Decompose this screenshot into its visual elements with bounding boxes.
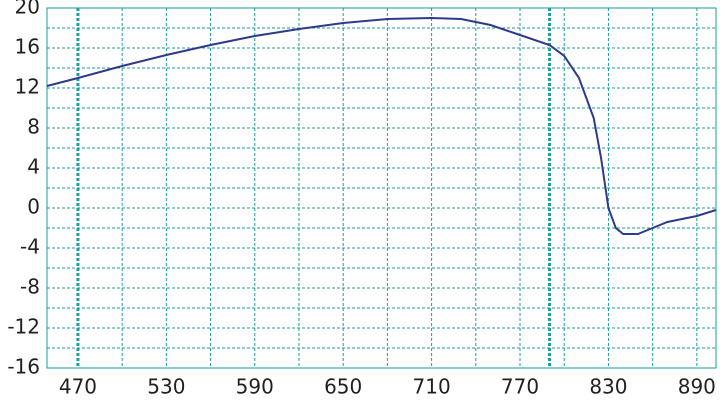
x-tick-label: 650 xyxy=(324,375,362,399)
y-tick-label: -4 xyxy=(20,235,40,259)
y-tick-label: 20 xyxy=(15,0,40,19)
x-tick-label: 770 xyxy=(501,375,539,399)
y-tick-label: -12 xyxy=(7,315,40,339)
x-tick-label: 470 xyxy=(59,375,97,399)
x-tick-label: 710 xyxy=(413,375,451,399)
x-tick-label: 530 xyxy=(147,375,185,399)
x-tick-label: 590 xyxy=(236,375,274,399)
y-tick-label: 4 xyxy=(27,155,40,179)
x-tick-label: 890 xyxy=(678,375,716,399)
y-tick-label: 16 xyxy=(15,35,40,59)
y-tick-label: -16 xyxy=(7,355,40,379)
y-tick-label: 12 xyxy=(15,75,40,99)
line xyxy=(46,16,717,235)
plot-frame xyxy=(46,7,717,369)
y-tick-label: -8 xyxy=(20,275,40,299)
y-tick-label: 0 xyxy=(27,195,40,219)
x-tick-label: 830 xyxy=(589,375,627,399)
y-tick-label: 8 xyxy=(27,115,40,139)
